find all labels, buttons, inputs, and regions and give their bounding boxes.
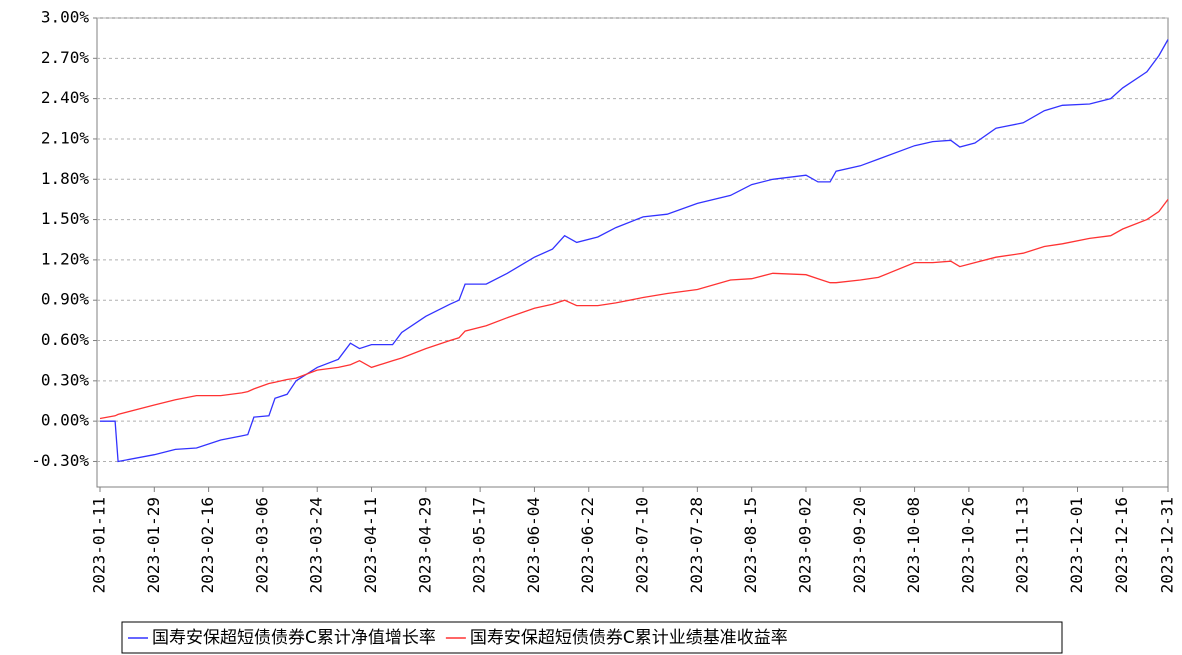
legend-box [121, 621, 1063, 654]
y-tick-label: 1.80% [41, 169, 90, 188]
y-tick-label: 0.90% [41, 290, 90, 309]
x-tick-label: 2023-06-22 [578, 497, 597, 593]
x-tick-label: 2023-04-29 [415, 497, 434, 593]
y-tick-label: 2.40% [41, 88, 90, 107]
y-tick-label: 3.00% [41, 8, 90, 27]
x-tick-label: 2023-03-24 [307, 497, 326, 593]
x-tick-label: 2023-07-28 [687, 497, 706, 593]
x-tick-label: 2023-11-13 [1013, 497, 1032, 593]
x-tick-label: 2023-10-26 [958, 497, 977, 593]
y-tick-label: 2.70% [41, 48, 90, 67]
x-tick-label: 2023-09-20 [850, 497, 869, 593]
x-tick-label: 2023-06-04 [524, 497, 543, 593]
y-tick-label: 0.00% [41, 411, 90, 430]
y-tick-label: 0.60% [41, 330, 90, 349]
series-line [100, 39, 1169, 463]
y-tick-label: 1.20% [41, 249, 90, 268]
x-tick-label: 2023-01-11 [90, 497, 109, 593]
legend-label: 国寿安保超短债债券C累计净值增长率 [152, 628, 436, 648]
x-tick-label: 2023-09-02 [795, 497, 814, 593]
x-tick-label: 2023-01-29 [144, 497, 163, 593]
y-tick-label: 1.50% [41, 209, 90, 228]
y-tick-label: 0.30% [41, 370, 90, 389]
series-line [99, 199, 1169, 420]
x-tick-label: 2023-04-11 [361, 497, 380, 593]
x-tick-label: 2023-12-31 [1158, 497, 1177, 593]
x-tick-label: 2023-05-17 [470, 497, 489, 593]
x-tick-label: 2023-08-15 [741, 497, 760, 593]
y-tick-label: -0.30% [31, 451, 89, 470]
legend-label: 国寿安保超短债债券C累计业绩基准收益率 [470, 628, 788, 648]
x-tick-label: 2023-03-06 [252, 497, 271, 593]
x-tick-label: 2023-12-16 [1112, 497, 1131, 593]
x-tick-label: 2023-07-10 [633, 497, 652, 593]
x-tick-label: 2023-10-08 [904, 497, 923, 593]
x-tick-label: 2023-02-16 [198, 497, 217, 593]
y-tick-label: 2.10% [41, 128, 90, 147]
x-tick-label: 2023-12-01 [1067, 497, 1086, 593]
